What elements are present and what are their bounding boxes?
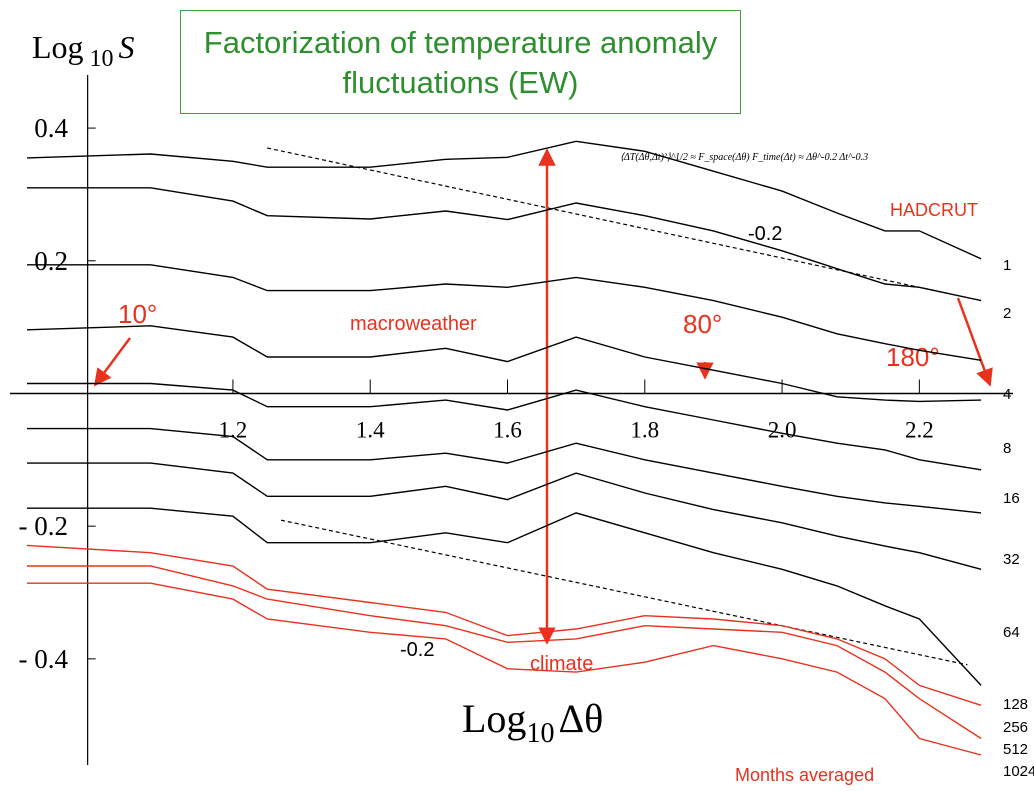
y-tick-label: 0.2 xyxy=(34,246,68,276)
annotation: macroweather xyxy=(350,313,477,335)
formula: ⟨ΔT(Δθ,Δt)²⟩^1/2 ≈ F_space(Δθ) F_time(Δt… xyxy=(620,152,868,163)
x-tick-label: 1.2 xyxy=(219,417,248,442)
slope-label: -0.2 xyxy=(748,223,782,245)
legend-label: 2 xyxy=(1003,305,1011,322)
arrow xyxy=(956,297,993,387)
annotation: 180° xyxy=(886,342,940,372)
legend-label: 1024 xyxy=(1003,763,1034,780)
x-tick-label: 1.8 xyxy=(630,417,659,442)
series-line xyxy=(27,382,982,471)
series-line xyxy=(27,427,982,514)
x-axis-label: Log10 Δθ xyxy=(462,696,603,749)
annotation: 10° xyxy=(118,299,157,329)
annotation: Months averaged xyxy=(735,765,874,785)
series-line xyxy=(27,582,982,756)
y-label-sub: 10 xyxy=(90,46,114,72)
y-label-text: Log xyxy=(32,29,84,65)
y-tick-label: - 0.4 xyxy=(19,644,69,674)
arrow xyxy=(93,337,132,387)
series-line xyxy=(27,565,982,740)
series-line xyxy=(26,544,982,706)
legend-label: 16 xyxy=(1003,490,1020,507)
y-label-var: S xyxy=(119,29,135,65)
y-tick-label: - 0.2 xyxy=(19,511,69,541)
x-tick-label: 1.6 xyxy=(493,417,522,442)
series-line xyxy=(27,507,982,686)
x-label-sub: 10 xyxy=(526,718,554,749)
legend-label: 4 xyxy=(1003,386,1011,403)
series-line xyxy=(26,140,982,260)
chart-title: Factorization of temperature anomaly flu… xyxy=(180,10,741,114)
annotation: HADCRUT xyxy=(890,200,978,220)
series-line xyxy=(26,325,982,403)
y-axis-label: Log 10 S xyxy=(32,29,135,72)
reference-line xyxy=(267,147,951,295)
legend-label: 128 xyxy=(1003,696,1028,713)
y-tick-label: 0.4 xyxy=(34,113,68,143)
legend-label: 512 xyxy=(1003,741,1028,758)
reference-line xyxy=(280,519,968,666)
x-tick-label: 2.2 xyxy=(905,417,934,442)
series-line xyxy=(27,187,982,302)
legend-label: 256 xyxy=(1003,719,1028,736)
legend-label: 64 xyxy=(1003,624,1020,641)
legend-label: 8 xyxy=(1003,440,1011,457)
x-tick-label: 1.4 xyxy=(356,417,385,442)
slope-label: -0.2 xyxy=(400,639,434,661)
legend-label: 32 xyxy=(1003,551,1020,568)
x-label-text: Log xyxy=(462,696,526,741)
x-label-var: Δθ xyxy=(558,696,603,741)
annotation: climate xyxy=(530,653,593,675)
legend-label: 1 xyxy=(1003,257,1011,274)
x-tick-label: 2.0 xyxy=(768,417,797,442)
series-line xyxy=(27,264,982,361)
series-line xyxy=(27,462,982,570)
annotation: 80° xyxy=(683,309,722,339)
